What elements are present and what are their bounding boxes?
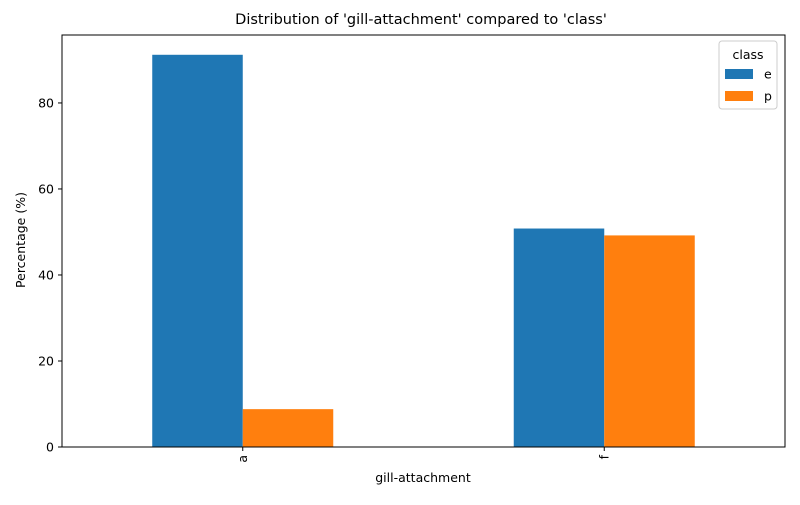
bar-p-f <box>604 235 695 447</box>
legend: class ep <box>718 40 778 110</box>
bar-p-a <box>242 409 334 447</box>
legend-label-e: e <box>764 67 772 82</box>
y-tick-label-80: 80 <box>38 95 54 110</box>
y-tick-label-0: 0 <box>46 440 54 455</box>
x-tick-label-a: a <box>235 455 250 463</box>
y-tick-label-40: 40 <box>38 267 54 282</box>
legend-title: class <box>732 47 763 62</box>
legend-swatch-p <box>725 91 753 101</box>
legend-items: ep <box>725 67 772 104</box>
y-axis-label: Percentage (%) <box>13 192 28 288</box>
x-tick-label-f: f <box>596 454 611 459</box>
bar-e-a <box>152 54 243 447</box>
bars-group <box>152 54 695 447</box>
bar-e-f <box>513 228 605 447</box>
y-tick-label-60: 60 <box>38 181 54 196</box>
chart-title: Distribution of 'gill-attachment' compar… <box>235 12 607 28</box>
y-ticks-group: 0 20 40 60 80 <box>38 95 62 455</box>
legend-label-p: p <box>764 89 772 104</box>
x-axis-label: gill-attachment <box>375 470 471 485</box>
y-tick-label-20: 20 <box>38 353 54 368</box>
plot-frame <box>61 34 786 448</box>
legend-swatch-e <box>725 69 753 79</box>
